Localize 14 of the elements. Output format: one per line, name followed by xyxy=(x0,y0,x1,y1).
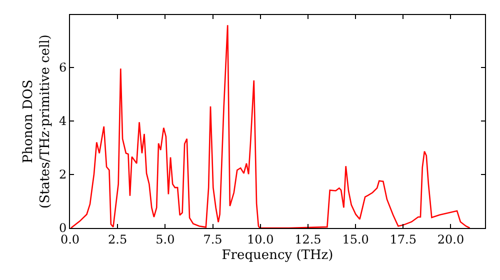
x-tick-label: 15.0 xyxy=(342,232,369,246)
x-tick-label: 12.5 xyxy=(294,232,322,246)
x-tick-label: 20.0 xyxy=(437,232,464,246)
y-tick-label: 4 xyxy=(58,114,67,128)
x-tick-label: 2.5 xyxy=(108,232,128,246)
x-tick-label: 10.0 xyxy=(247,232,274,246)
line-series xyxy=(70,24,470,228)
x-axis-title: Frequency (THz) xyxy=(222,248,334,263)
y-axis-title: Phonon DOS (States/THz·primitive cell) xyxy=(21,34,53,209)
x-tick-label: 7.5 xyxy=(203,232,222,246)
x-tick-label: 5.0 xyxy=(156,232,175,246)
y-tick-label: 6 xyxy=(58,60,67,74)
y-tick-label: 2 xyxy=(58,168,67,182)
x-tick-label: 17.5 xyxy=(390,232,416,246)
